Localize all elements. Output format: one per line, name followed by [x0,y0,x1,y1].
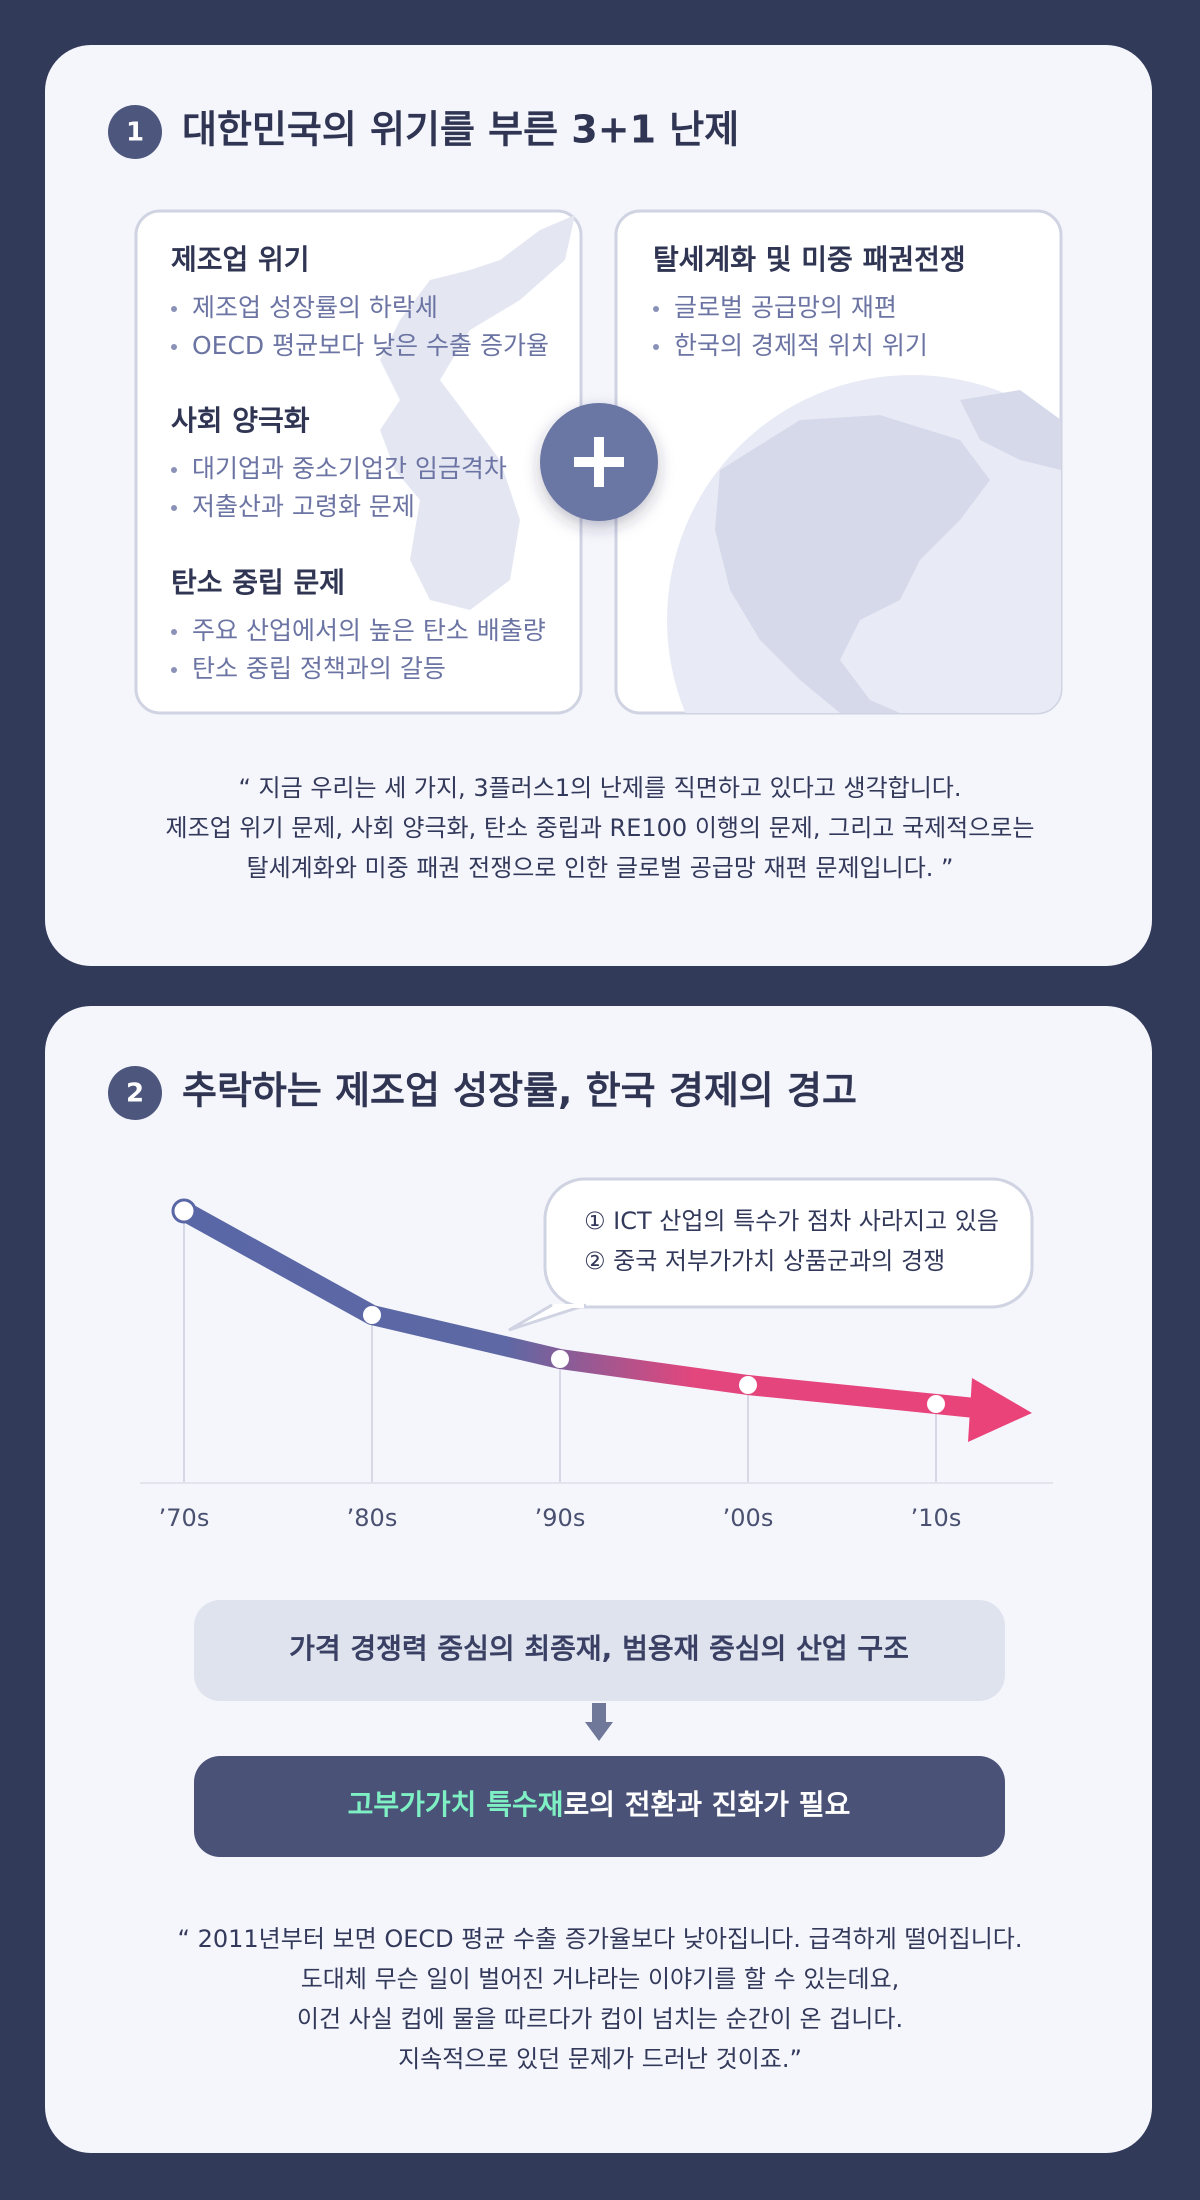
section-number: 2 [126,1079,144,1109]
bullet: 한국의 경제적 위치 위기 [674,331,928,360]
quote-line: 도대체 무슨 일이 벌어진 거냐라는 이야기를 할 수 있는데요, [301,1965,900,1993]
box-text: 고부가가치 특수재로의 전환과 진화가 필요 [348,1788,851,1821]
bullet: OECD 평균보다 낮은 수출 증가율 [192,331,549,360]
box [194,1600,1005,1701]
trend-point [927,1395,945,1413]
map-decoration [380,215,575,610]
x-label: ’00s [723,1504,774,1532]
callout-tail [508,1303,587,1332]
bullet-dot [171,667,177,673]
box-text: 가격 경쟁력 중심의 최종재, 범용재 중심의 산업 구조 [289,1632,909,1665]
section-title: 추락하는 제조업 성장률, 한국 경제의 경고 [182,1069,857,1113]
callout-line: ② 중국 저부가가치 상품군과의 경쟁 [584,1247,945,1275]
trend-arrowhead [968,1378,1032,1442]
panel-heading: 사회 양극화 [171,404,310,437]
section-title: 대한민국의 위기를 부른 3+1 난제 [182,108,739,152]
trend-point [551,1350,569,1368]
trend-point [171,1198,197,1224]
panel-heading: 제조업 위기 [171,243,310,276]
box [194,1756,1005,1857]
panel-heading: 탈세계화 및 미중 패권전쟁 [653,243,966,276]
bullet: 글로벌 공급망의 재편 [674,293,897,322]
box-text-rest: 로의 전환과 진화가 필요 [563,1788,850,1821]
panel-heading: 탄소 중립 문제 [171,566,345,599]
x-label: ’10s [911,1504,962,1532]
bullet: 저출산과 고령화 문제 [192,492,415,521]
callout [543,1177,1034,1309]
quote-line: 지속적으로 있던 문제가 드러난 것이죠.” [398,2045,802,2073]
quote-line: 이건 사실 컵에 물을 따르다가 컵이 넘치는 순간이 온 겁니다. [297,2005,903,2033]
section-badge [108,1066,162,1120]
x-label: ’80s [347,1504,398,1532]
bullet-dot [171,344,177,350]
x-label: ’70s [159,1504,210,1532]
callout-line: ① ICT 산업의 특수가 점차 사라지고 있음 [584,1207,999,1235]
bullet-dot [171,306,177,312]
bullet-dot [171,629,177,635]
bullet: 주요 산업에서의 높은 탄소 배출량 [192,616,546,645]
bullet: 대기업과 중소기업간 임금격차 [192,454,507,483]
highlight-text: 고부가가치 특수재 [348,1788,564,1821]
arrow-down [585,1703,613,1741]
section-badge [108,105,162,159]
quote-line: 탈세계화와 미중 패권 전쟁으로 인한 글로벌 공급망 재편 문제입니다. ” [247,854,954,882]
bullet-dot [653,306,659,312]
quote-line: 제조업 위기 문제, 사회 양극화, 탄소 중립과 RE100 이행의 문제, … [166,814,1035,842]
quote-line: “ 2011년부터 보면 OECD 평균 수출 증가율보다 낮아집니다. 급격하… [178,1925,1023,1953]
bullet-dot [653,344,659,350]
trend-point [363,1306,381,1324]
plus-sign [574,437,624,487]
bullet: 탄소 중립 정책과의 갈등 [192,654,446,683]
x-label: ’90s [535,1504,586,1532]
bullet-dot [171,505,177,511]
globe [667,375,1061,713]
trend-point [739,1376,757,1394]
quote-line: “ 지금 우리는 세 가지, 3플러스1의 난제를 직면하고 있다고 생각합니다… [238,774,961,802]
section-number: 1 [126,118,144,148]
bullet: 제조업 성장률의 하락세 [192,293,438,322]
bullet-dot [171,467,177,473]
